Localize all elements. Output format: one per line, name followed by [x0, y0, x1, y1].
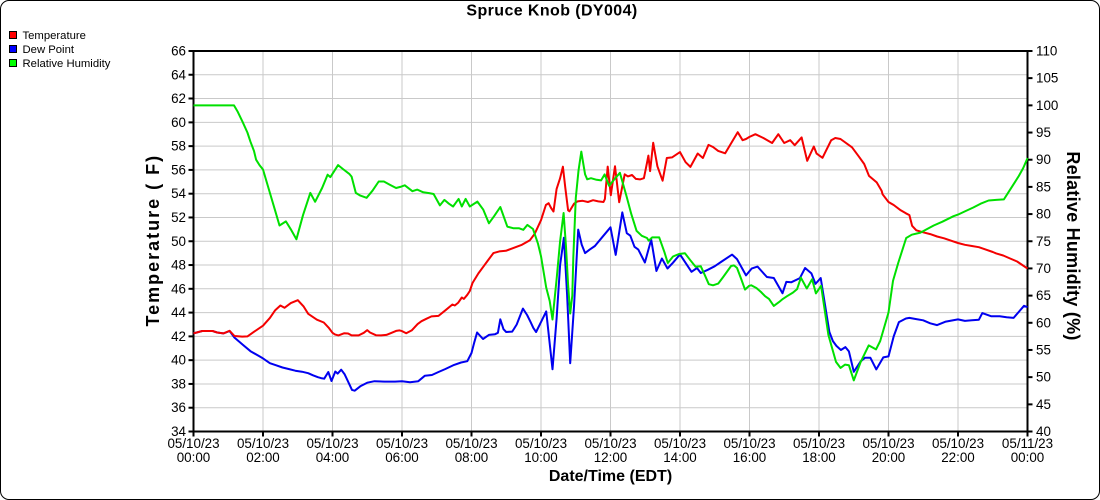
svg-text:66: 66 [171, 44, 186, 59]
svg-text:08:00: 08:00 [455, 450, 489, 465]
svg-text:05/10/23: 05/10/23 [515, 436, 567, 451]
svg-text:60: 60 [171, 115, 186, 130]
svg-text:16:00: 16:00 [733, 450, 767, 465]
svg-text:80: 80 [1036, 207, 1051, 222]
svg-text:64: 64 [171, 67, 186, 82]
svg-text:12:00: 12:00 [594, 450, 628, 465]
svg-text:85: 85 [1036, 179, 1051, 194]
svg-text:05/10/23: 05/10/23 [167, 436, 219, 451]
svg-text:46: 46 [171, 281, 186, 296]
svg-text:38: 38 [171, 376, 186, 391]
svg-text:42: 42 [171, 329, 186, 344]
svg-text:56: 56 [171, 162, 186, 177]
svg-text:00:00: 00:00 [177, 450, 211, 465]
svg-text:04:00: 04:00 [316, 450, 350, 465]
svg-text:05/10/23: 05/10/23 [237, 436, 289, 451]
svg-text:Date/Time (EDT): Date/Time (EDT) [549, 468, 672, 485]
svg-text:10:00: 10:00 [524, 450, 558, 465]
svg-text:62: 62 [171, 91, 186, 106]
svg-text:54: 54 [171, 186, 186, 201]
svg-text:20:00: 20:00 [872, 450, 906, 465]
svg-text:05/10/23: 05/10/23 [445, 436, 497, 451]
svg-text:05/11/23: 05/11/23 [1002, 436, 1053, 451]
svg-text:40: 40 [1036, 424, 1051, 439]
svg-text:05/10/23: 05/10/23 [793, 436, 845, 451]
svg-text:05/10/23: 05/10/23 [584, 436, 636, 451]
svg-text:75: 75 [1036, 234, 1051, 249]
svg-text:Relative Humidity (%): Relative Humidity (%) [1063, 151, 1083, 340]
svg-text:00:00: 00:00 [1011, 450, 1045, 465]
svg-text:70: 70 [1036, 261, 1051, 276]
svg-text:45: 45 [1036, 397, 1051, 412]
svg-text:05/10/23: 05/10/23 [723, 436, 775, 451]
svg-text:22:00: 22:00 [941, 450, 975, 465]
svg-text:55: 55 [1036, 342, 1051, 357]
svg-text:65: 65 [1036, 288, 1051, 303]
svg-text:95: 95 [1036, 125, 1051, 140]
svg-text:Relative Humidity: Relative Humidity [23, 58, 111, 70]
svg-text:Dew Point: Dew Point [23, 44, 75, 56]
svg-text:44: 44 [171, 305, 186, 320]
svg-text:14:00: 14:00 [663, 450, 697, 465]
svg-text:100: 100 [1036, 98, 1058, 113]
svg-text:06:00: 06:00 [385, 450, 419, 465]
svg-text:Temperature ( F): Temperature ( F) [143, 154, 163, 327]
svg-text:Spruce Knob (DY004): Spruce Knob (DY004) [466, 3, 637, 20]
svg-text:05/10/23: 05/10/23 [862, 436, 914, 451]
svg-text:05/10/23: 05/10/23 [932, 436, 984, 451]
svg-text:52: 52 [171, 210, 186, 225]
svg-text:05/10/23: 05/10/23 [376, 436, 428, 451]
svg-text:50: 50 [1036, 370, 1051, 385]
svg-text:110: 110 [1036, 44, 1057, 59]
svg-text:34: 34 [171, 424, 186, 439]
svg-text:02:00: 02:00 [246, 450, 280, 465]
svg-text:05/10/23: 05/10/23 [306, 436, 358, 451]
svg-text:Temperature: Temperature [23, 30, 86, 42]
svg-text:18:00: 18:00 [802, 450, 836, 465]
svg-text:48: 48 [171, 258, 186, 273]
svg-text:05/10/23: 05/10/23 [654, 436, 706, 451]
svg-text:105: 105 [1036, 71, 1058, 86]
svg-text:90: 90 [1036, 152, 1051, 167]
svg-text:50: 50 [171, 234, 186, 249]
svg-text:36: 36 [171, 400, 186, 415]
svg-text:58: 58 [171, 139, 186, 154]
svg-text:60: 60 [1036, 315, 1051, 330]
svg-text:40: 40 [171, 353, 186, 368]
